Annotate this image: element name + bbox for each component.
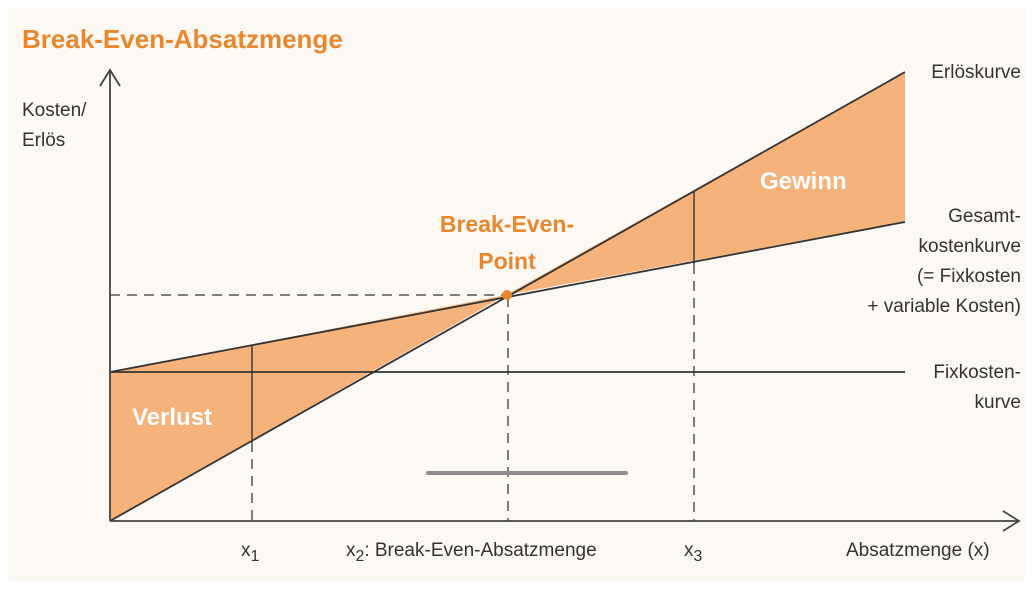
- x3-label-main: x: [684, 540, 694, 561]
- x3-label: x3: [684, 540, 702, 566]
- y-axis-label: Kosten/ Erlös: [22, 96, 86, 156]
- loss-region-label: Verlust: [132, 404, 213, 431]
- y-axis-arrow: [99, 68, 121, 87]
- break-even-point-label: Break-Even- Point: [412, 206, 602, 280]
- x2-label: x2: Break-Even-Absatzmenge: [346, 540, 597, 566]
- x-axis-label: Absatzmenge (x): [846, 540, 990, 561]
- profit-region-label: Gewinn: [760, 168, 847, 195]
- total-cost-label-line-1: Gesamt-: [948, 206, 1021, 227]
- fixed-cost-label-line-2: kurve: [974, 392, 1021, 413]
- diagram-title: Break-Even-Absatzmenge: [22, 24, 343, 54]
- revenue-curve-label: Erlöskurve: [931, 62, 1021, 83]
- x3-label-sub: 3: [693, 547, 703, 565]
- fixed-cost-curve-label: Fixkosten- kurve: [933, 358, 1021, 418]
- x2-label-rest: : Break-Even-Absatzmenge: [364, 540, 597, 561]
- total-cost-label-line-4: + variable Kosten): [867, 296, 1021, 317]
- fixed-cost-label-line-1: Fixkosten-: [933, 362, 1021, 383]
- x-axis-arrow: [1002, 510, 1021, 532]
- x1-label: x1: [241, 540, 259, 566]
- y-axis-label-line-2: Erlös: [22, 130, 66, 151]
- total-cost-label-line-2: kostenkurve: [918, 236, 1021, 257]
- total-cost-curve-label: Gesamt- kostenkurve (= Fixkosten + varia…: [867, 202, 1021, 322]
- break-even-point-label-line-2: Point: [478, 248, 536, 274]
- x2-label-sub: 2: [355, 547, 365, 565]
- y-axis-label-line-1: Kosten/: [22, 100, 87, 121]
- break-even-point-marker: [502, 290, 512, 300]
- break-even-point-label-line-1: Break-Even-: [439, 211, 575, 237]
- x1-label-sub: 1: [250, 547, 260, 565]
- x2-label-main: x: [346, 540, 356, 561]
- total-cost-label-line-3: (= Fixkosten: [916, 266, 1021, 287]
- x1-label-main: x: [241, 540, 251, 561]
